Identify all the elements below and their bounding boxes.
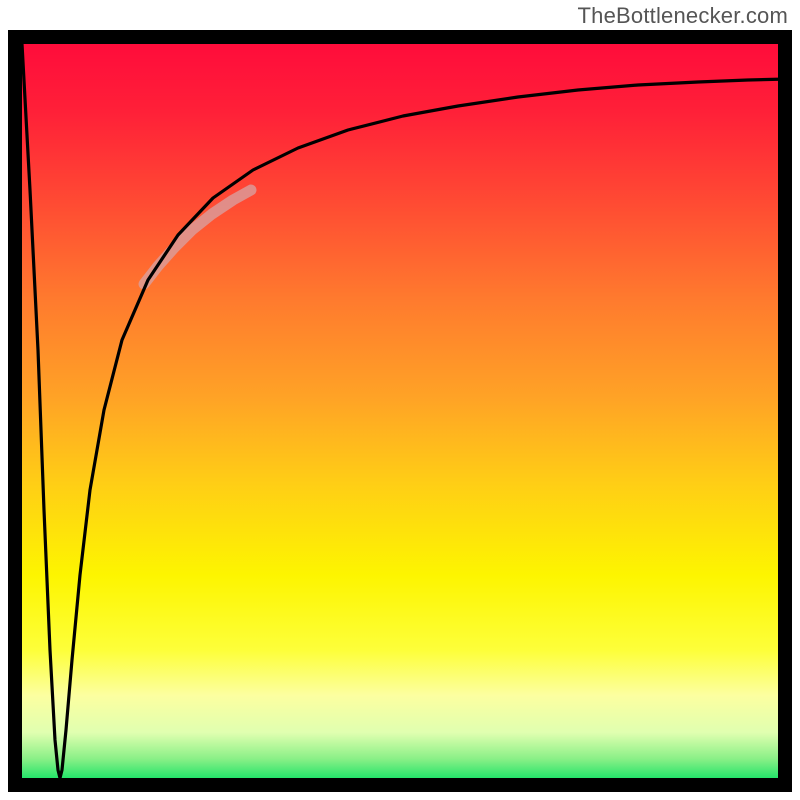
chart-svg bbox=[8, 30, 792, 792]
chart-background bbox=[15, 37, 785, 785]
chart-container: TheBottlenecker.com bbox=[0, 0, 800, 800]
watermark-text: TheBottlenecker.com bbox=[578, 3, 788, 29]
chart-plot-area bbox=[8, 30, 792, 792]
